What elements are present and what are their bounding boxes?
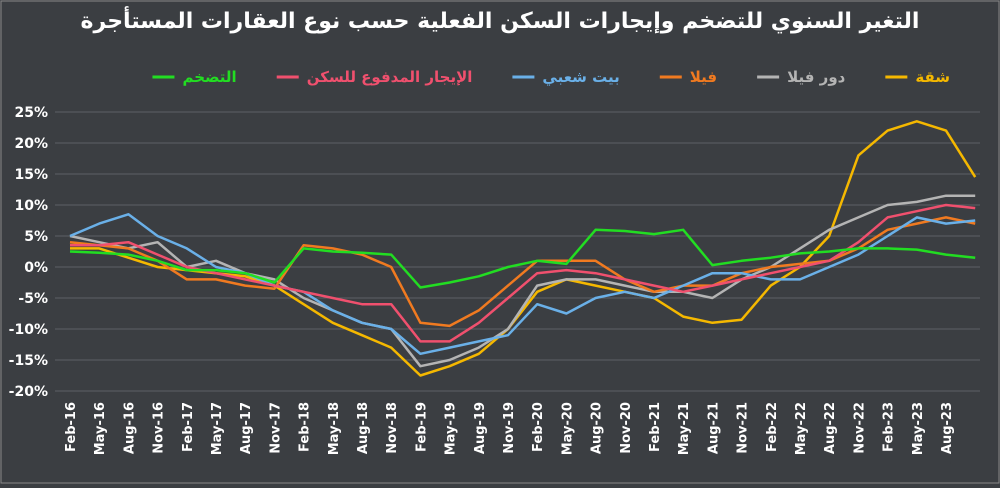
x-tick-label: May-22 (794, 402, 809, 455)
x-tick-label: May-21 (677, 402, 692, 455)
x-tick-label: Aug-19 (473, 402, 488, 454)
x-tick-label: May-16 (93, 402, 108, 455)
y-tick-label: 5% (24, 229, 48, 245)
x-tick-label: May-17 (210, 402, 225, 455)
x-tick-label: May-19 (444, 402, 459, 455)
x-tick-label: May-20 (560, 402, 575, 455)
legend-label: التضخم (182, 68, 236, 86)
chart-title: التغير السنوي للتضخم وإيجارات السكن الفع… (81, 5, 920, 34)
x-tick-label: Nov-22 (852, 402, 867, 454)
x-tick-label: Nov-18 (385, 402, 400, 454)
x-tick-label: Feb-22 (765, 402, 780, 452)
x-tick-label: Aug-17 (239, 402, 254, 454)
x-tick-label: Aug-22 (823, 402, 838, 454)
x-tick-label: Aug-20 (590, 402, 605, 454)
line-series (69, 228, 976, 289)
x-tick-label: Feb-18 (298, 402, 313, 452)
legend-label: فيلا (690, 68, 717, 86)
line-series (69, 194, 976, 368)
y-tick-label: -20% (9, 384, 48, 400)
x-tick-label: Feb-16 (64, 402, 79, 452)
x-tick-label: Aug-23 (940, 402, 955, 454)
x-tick-label: Aug-16 (122, 402, 137, 454)
x-tick-label: Feb-21 (648, 402, 663, 452)
line-series (69, 213, 976, 356)
legend-label: الإيجار المدفوع للسكن (307, 68, 473, 86)
legend-label: شقة (915, 68, 950, 86)
y-tick-label: -5% (18, 291, 48, 307)
y-tick-label: -15% (9, 353, 48, 369)
y-tick-label: 0% (24, 260, 48, 276)
legend-label: بيت شعبي (542, 68, 619, 86)
x-tick-label: Aug-21 (706, 402, 721, 454)
y-tick-label: 15% (14, 167, 48, 183)
x-tick-label: Feb-19 (414, 402, 429, 452)
line-series (70, 203, 976, 343)
x-tick-label: Nov-21 (736, 402, 751, 454)
y-tick-label: -10% (9, 322, 48, 338)
x-tick-label: Aug-18 (356, 402, 371, 454)
y-tick-label: 20% (14, 136, 48, 152)
y-tick-label: 10% (14, 198, 48, 214)
legend-label: دور فيلا (787, 68, 846, 86)
x-tick-label: Nov-20 (619, 402, 634, 454)
x-tick-label: Nov-19 (502, 402, 517, 454)
x-tick-label: Nov-16 (152, 402, 167, 454)
x-tick-label: Feb-20 (531, 402, 546, 452)
x-tick-label: Feb-17 (181, 402, 196, 452)
x-tick-label: Feb-23 (882, 402, 897, 452)
x-tick-label: May-23 (911, 402, 926, 455)
x-tick-label: May-18 (327, 402, 342, 455)
y-tick-label: 25% (14, 105, 48, 121)
x-tick-label: Nov-17 (268, 402, 283, 454)
